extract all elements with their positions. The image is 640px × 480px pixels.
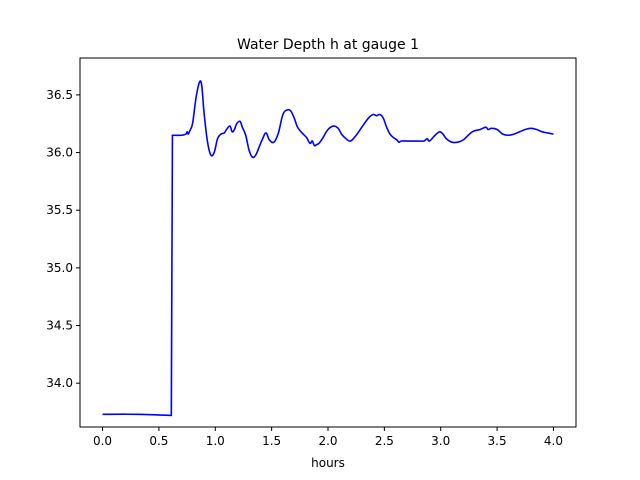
y-tick-label: 34.0 [46, 376, 73, 390]
x-tick-label: 1.5 [262, 434, 281, 448]
x-tick-label: 1.0 [206, 434, 225, 448]
x-axis: 0.0 0.5 1.0 1.5 2.0 2.5 3.0 3.5 4.0 [93, 427, 563, 448]
x-tick-label: 2.5 [375, 434, 394, 448]
chart-title: Water Depth h at gauge 1 [237, 37, 419, 53]
x-tick-label: 0.0 [93, 434, 112, 448]
x-tick-label: 3.0 [431, 434, 450, 448]
x-tick-label: 4.0 [544, 434, 563, 448]
y-tick-label: 35.0 [46, 261, 73, 275]
x-tick-label: 2.0 [318, 434, 337, 448]
y-tick-label: 35.5 [46, 203, 73, 217]
y-tick-label: 36.0 [46, 146, 73, 160]
y-tick-label: 34.5 [46, 319, 73, 333]
x-axis-label: hours [311, 456, 345, 470]
y-axis: 34.0 34.5 35.0 35.5 36.0 36.5 [46, 88, 80, 390]
x-tick-label: 3.5 [488, 434, 507, 448]
axes-background [80, 58, 576, 427]
plot-area [80, 58, 576, 427]
series-line-water-depth [102, 80, 554, 417]
series-layer [102, 80, 554, 417]
x-tick-label: 0.5 [149, 434, 168, 448]
y-tick-label: 36.5 [46, 88, 73, 102]
